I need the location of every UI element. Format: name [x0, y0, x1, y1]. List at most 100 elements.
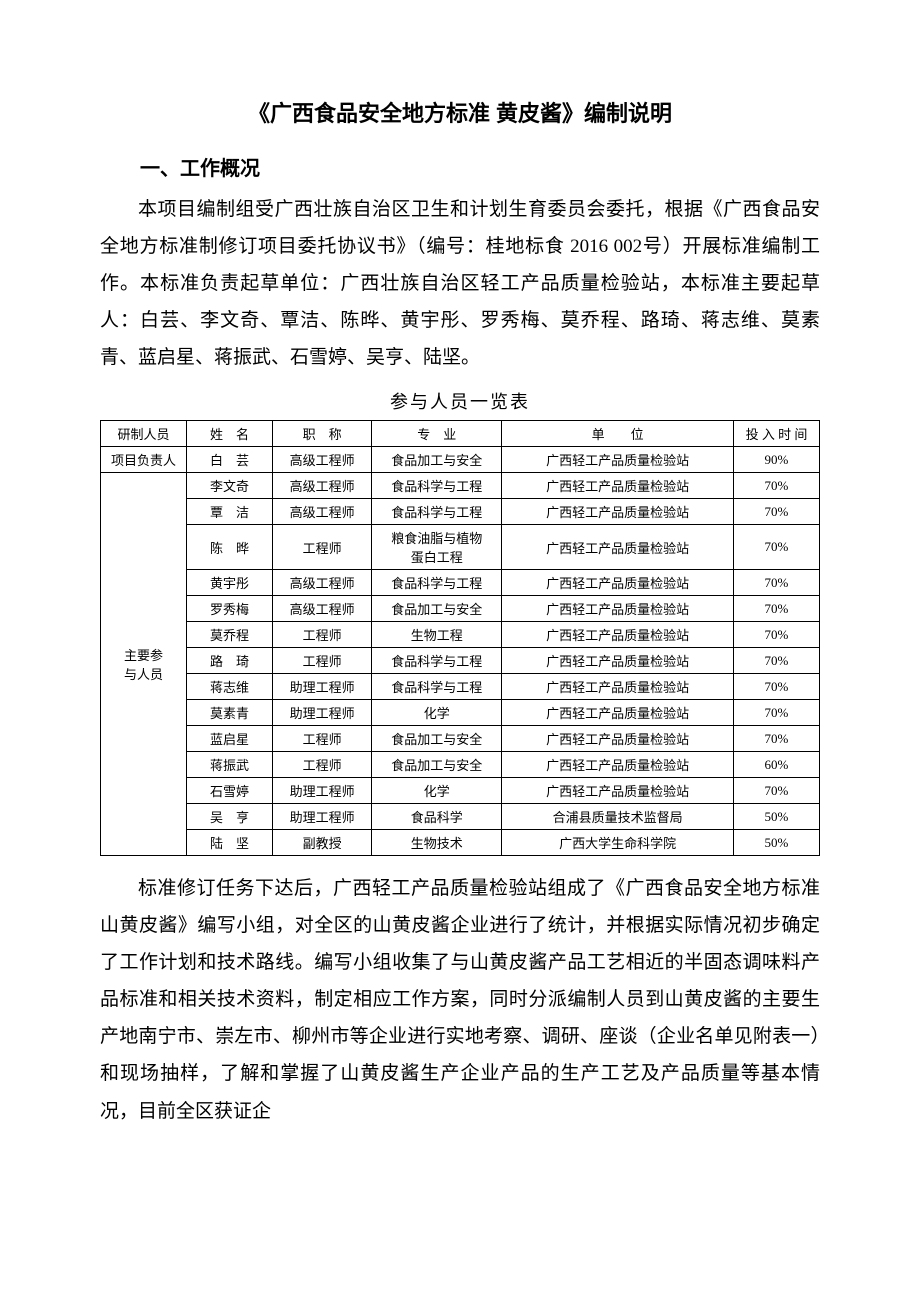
table-row: 黄宇彤高级工程师食品科学与工程广西轻工产品质量检验站70%	[101, 570, 820, 596]
paragraph-2: 标准修订任务下达后，广西轻工产品质量检验站组成了《广西食品安全地方标准 山黄皮酱…	[100, 870, 820, 1129]
table-row: 主要参与人员李文奇高级工程师食品科学与工程广西轻工产品质量检验站70%	[101, 473, 820, 499]
table-cell: 高级工程师	[273, 570, 372, 596]
table-cell: 工程师	[273, 752, 372, 778]
table-cell: 70%	[733, 648, 819, 674]
table-row: 石雪婷助理工程师化学广西轻工产品质量检验站70%	[101, 778, 820, 804]
table-cell: 广西轻工产品质量检验站	[502, 700, 734, 726]
table-row: 项目负责人白 芸高级工程师食品加工与安全广西轻工产品质量检验站90%	[101, 447, 820, 473]
table-cell: 化学	[372, 700, 502, 726]
table-cell: 食品科学	[372, 804, 502, 830]
table-cell: 副教授	[273, 830, 372, 856]
table-cell: 莫乔程	[187, 622, 273, 648]
table-cell: 食品加工与安全	[372, 596, 502, 622]
table-row: 陆 坚副教授生物技术广西大学生命科学院50%	[101, 830, 820, 856]
table-cell: 陈 晔	[187, 525, 273, 570]
table-row: 蓝启星工程师食品加工与安全广西轻工产品质量检验站70%	[101, 726, 820, 752]
table-cell: 广西轻工产品质量检验站	[502, 525, 734, 570]
paragraph-1: 本项目编制组受广西壮族自治区卫生和计划生育委员会委托，根据《广西食品安全地方标准…	[100, 191, 820, 376]
table-cell: 工程师	[273, 525, 372, 570]
table-cell: 生物工程	[372, 622, 502, 648]
table-cell: 黄宇彤	[187, 570, 273, 596]
table-cell: 李文奇	[187, 473, 273, 499]
table-cell: 70%	[733, 570, 819, 596]
table-cell: 广西轻工产品质量检验站	[502, 726, 734, 752]
table-cell: 项目负责人	[101, 447, 187, 473]
table-row: 覃 洁高级工程师食品科学与工程广西轻工产品质量检验站70%	[101, 499, 820, 525]
table-cell: 高级工程师	[273, 499, 372, 525]
table-cell: 食品科学与工程	[372, 473, 502, 499]
table-header-row: 研制人员 姓 名 职 称 专 业 单 位 投 入 时 间	[101, 421, 820, 447]
th-title: 职 称	[273, 421, 372, 447]
personnel-table: 研制人员 姓 名 职 称 专 业 单 位 投 入 时 间 项目负责人白 芸高级工…	[100, 420, 820, 856]
table-cell: 化学	[372, 778, 502, 804]
table-cell: 高级工程师	[273, 447, 372, 473]
th-field: 专 业	[372, 421, 502, 447]
table-cell: 广西轻工产品质量检验站	[502, 570, 734, 596]
th-role: 研制人员	[101, 421, 187, 447]
table-cell: 吴 亨	[187, 804, 273, 830]
th-org: 单 位	[502, 421, 734, 447]
table-row: 莫乔程工程师生物工程广西轻工产品质量检验站70%	[101, 622, 820, 648]
table-cell: 70%	[733, 596, 819, 622]
table-cell: 广西轻工产品质量检验站	[502, 596, 734, 622]
table-cell: 60%	[733, 752, 819, 778]
table-cell: 70%	[733, 778, 819, 804]
table-cell: 助理工程师	[273, 700, 372, 726]
table-cell: 食品科学与工程	[372, 648, 502, 674]
table-cell: 蒋振武	[187, 752, 273, 778]
table-cell: 广西轻工产品质量检验站	[502, 447, 734, 473]
table-caption: 参与人员一览表	[100, 388, 820, 414]
section-heading: 一、工作概况	[100, 152, 820, 181]
table-cell: 50%	[733, 804, 819, 830]
table-cell: 罗秀梅	[187, 596, 273, 622]
table-cell: 工程师	[273, 726, 372, 752]
table-cell: 工程师	[273, 622, 372, 648]
table-cell: 高级工程师	[273, 473, 372, 499]
table-cell: 广西轻工产品质量检验站	[502, 473, 734, 499]
table-cell: 广西轻工产品质量检验站	[502, 778, 734, 804]
table-cell: 工程师	[273, 648, 372, 674]
page: 《广西食品安全地方标准 黄皮酱》编制说明 一、工作概况 本项目编制组受广西壮族自…	[0, 0, 920, 1302]
table-cell: 广西轻工产品质量检验站	[502, 674, 734, 700]
table-row: 吴 亨助理工程师食品科学合浦县质量技术监督局50%	[101, 804, 820, 830]
table-cell: 石雪婷	[187, 778, 273, 804]
table-cell: 70%	[733, 499, 819, 525]
table-cell: 50%	[733, 830, 819, 856]
table-cell: 助理工程师	[273, 778, 372, 804]
table-cell: 合浦县质量技术监督局	[502, 804, 734, 830]
table-cell: 70%	[733, 700, 819, 726]
table-cell: 食品加工与安全	[372, 752, 502, 778]
table-cell: 生物技术	[372, 830, 502, 856]
table-cell: 食品科学与工程	[372, 570, 502, 596]
table-row: 蒋志维助理工程师食品科学与工程广西轻工产品质量检验站70%	[101, 674, 820, 700]
table-cell: 90%	[733, 447, 819, 473]
table-cell: 70%	[733, 674, 819, 700]
table-row: 罗秀梅高级工程师食品加工与安全广西轻工产品质量检验站70%	[101, 596, 820, 622]
table-cell: 食品科学与工程	[372, 499, 502, 525]
table-row: 陈 晔工程师粮食油脂与植物蛋白工程广西轻工产品质量检验站70%	[101, 525, 820, 570]
table-cell: 70%	[733, 726, 819, 752]
table-cell: 70%	[733, 525, 819, 570]
table-cell: 主要参与人员	[101, 473, 187, 856]
table-cell: 蓝启星	[187, 726, 273, 752]
table-cell: 助理工程师	[273, 674, 372, 700]
table-cell: 助理工程师	[273, 804, 372, 830]
table-cell: 食品加工与安全	[372, 726, 502, 752]
table-cell: 白 芸	[187, 447, 273, 473]
table-cell: 蒋志维	[187, 674, 273, 700]
table-cell: 广西轻工产品质量检验站	[502, 752, 734, 778]
table-cell: 覃 洁	[187, 499, 273, 525]
document-title: 《广西食品安全地方标准 黄皮酱》编制说明	[100, 96, 820, 128]
table-cell: 莫素青	[187, 700, 273, 726]
table-cell: 广西大学生命科学院	[502, 830, 734, 856]
th-name: 姓 名	[187, 421, 273, 447]
table-row: 路 琦工程师食品科学与工程广西轻工产品质量检验站70%	[101, 648, 820, 674]
table-cell: 陆 坚	[187, 830, 273, 856]
table-cell: 广西轻工产品质量检验站	[502, 499, 734, 525]
table-row: 蒋振武工程师食品加工与安全广西轻工产品质量检验站60%	[101, 752, 820, 778]
table-row: 莫素青助理工程师化学广西轻工产品质量检验站70%	[101, 700, 820, 726]
table-cell: 路 琦	[187, 648, 273, 674]
th-time: 投 入 时 间	[733, 421, 819, 447]
table-cell: 广西轻工产品质量检验站	[502, 648, 734, 674]
table-cell: 高级工程师	[273, 596, 372, 622]
